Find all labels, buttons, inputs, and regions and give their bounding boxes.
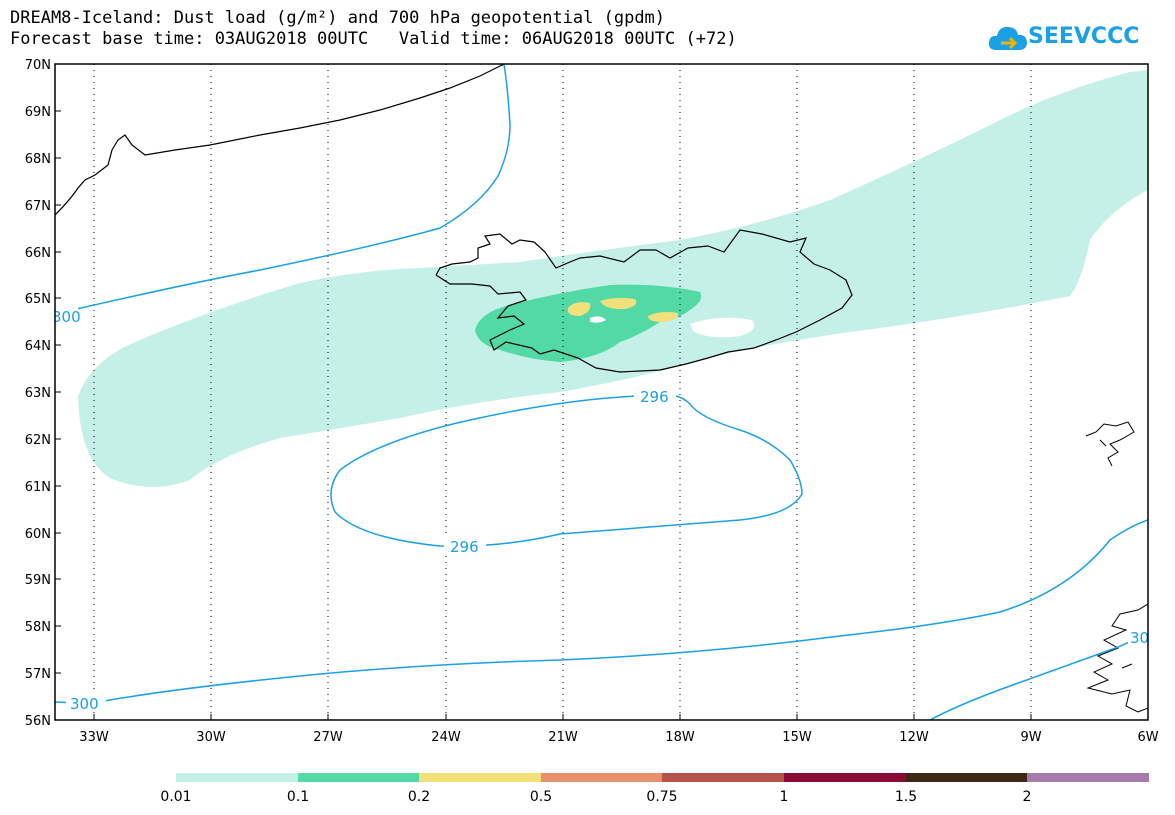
lon-label-6w: 6W [1137,730,1158,745]
lon-label-33w: 33W [79,730,109,745]
glacier-gap [690,317,755,338]
map-title: DREAM8-Iceland: Dust load (g/m²) and 700… [10,8,666,28]
lat-label-58n: 58N [25,620,51,635]
lat-label-70n: 70N [25,58,51,73]
lon-label-9w: 9W [1020,730,1041,745]
colorbar-label-2: 0.2 [408,789,430,805]
logo-text: SEEVCCC [1028,24,1140,49]
iceland-coastline [435,229,853,373]
contour-300-south [55,519,1148,704]
forecast-times: Forecast base time: 03AUG2018 00UTC Vali… [10,29,737,49]
faroe-islands [1085,421,1135,467]
lat-label-63n: 63N [25,386,51,401]
colorbar-swatch-0 [176,773,298,782]
scotland-coastline [1086,603,1148,713]
lat-label-69n: 69N [25,105,51,120]
lon-label-27w: 27W [313,730,343,745]
contour-label-296-a: 296 [640,388,669,406]
dust-area-high-3 [648,312,679,322]
dust-area-light [78,70,1148,488]
lat-label-66n: 66N [25,246,51,261]
colorbar-label-3: 0.5 [530,789,552,805]
contour-304 [929,631,1148,720]
colorbar-swatch-4 [662,773,784,782]
colorbar-label-7: 2 [1023,789,1032,805]
lon-label-12w: 12W [899,730,929,745]
lat-label-65n: 65N [25,292,51,307]
lon-label-24w: 24W [431,730,461,745]
colorbar-label-1: 0.1 [287,789,309,805]
colorbar-label-4: 0.75 [646,789,677,805]
colorbar-label-0: 0.01 [160,789,191,805]
colorbar [176,773,1149,782]
colorbar-swatch-5 [784,773,906,782]
lat-label-64n: 64N [25,339,51,354]
dust-area-high-1 [567,302,591,316]
cloud-arrow-icon [988,26,1027,50]
lat-label-59n: 59N [25,573,51,588]
contour-296 [330,395,803,547]
contour-label-300-a: 300 [52,308,81,326]
geopotential-contours [55,64,1148,720]
colorbar-swatch-7 [1027,773,1149,782]
greenland-coastline [55,64,506,216]
lat-label-67n: 67N [25,199,51,214]
dust-area-high-2 [600,297,637,310]
contour-300-north [55,64,511,315]
lat-label-62n: 62N [25,433,51,448]
lat-label-61n: 61N [25,480,51,495]
graticule [93,64,1032,720]
contour-label-300-b: 300 [70,695,99,713]
colorbar-label-5: 1 [780,789,789,805]
lat-label-68n: 68N [25,152,51,167]
lat-label-60n: 60N [25,527,51,542]
colorbar-swatch-6 [906,773,1027,782]
small-gap [590,316,606,323]
colorbar-swatch-1 [298,773,419,782]
lon-label-30w: 30W [196,730,226,745]
colorbar-label-6: 1.5 [895,789,917,805]
contour-label-296-b: 296 [450,538,479,556]
lon-label-18w: 18W [665,730,695,745]
colorbar-swatch-2 [419,773,541,782]
seevccc-logo: SEEVCCC [988,20,1158,60]
colorbar-swatch-3 [541,773,662,782]
lat-label-57n: 57N [25,667,51,682]
lon-label-15w: 15W [782,730,812,745]
lat-label-56n: 56N [25,714,51,729]
contour-label-304: 30 [1130,629,1149,647]
lon-label-21w: 21W [548,730,578,745]
dust-area-medium [475,284,702,362]
